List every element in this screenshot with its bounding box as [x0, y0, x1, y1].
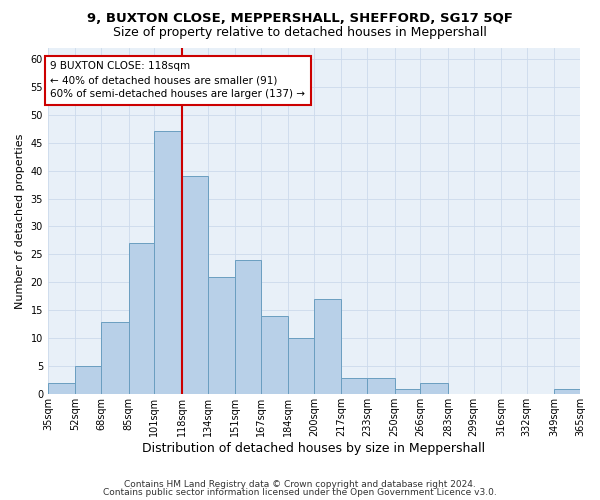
Text: 9, BUXTON CLOSE, MEPPERSHALL, SHEFFORD, SG17 5QF: 9, BUXTON CLOSE, MEPPERSHALL, SHEFFORD, … [87, 12, 513, 26]
Bar [395, 388, 421, 394]
Bar [421, 383, 448, 394]
Bar [182, 176, 208, 394]
Text: 9 BUXTON CLOSE: 118sqm
← 40% of detached houses are smaller (91)
60% of semi-det: 9 BUXTON CLOSE: 118sqm ← 40% of detached… [50, 62, 305, 100]
Text: Contains HM Land Registry data © Crown copyright and database right 2024.: Contains HM Land Registry data © Crown c… [124, 480, 476, 489]
Bar [341, 378, 367, 394]
Bar [288, 338, 314, 394]
Text: Size of property relative to detached houses in Meppershall: Size of property relative to detached ho… [113, 26, 487, 39]
Text: Contains public sector information licensed under the Open Government Licence v3: Contains public sector information licen… [103, 488, 497, 497]
Bar [208, 277, 235, 394]
Bar [76, 366, 101, 394]
Bar [154, 132, 182, 394]
Bar [554, 388, 580, 394]
Bar [48, 383, 76, 394]
Bar [128, 244, 154, 394]
Bar [367, 378, 395, 394]
Bar [261, 316, 288, 394]
Bar [235, 260, 261, 394]
Y-axis label: Number of detached properties: Number of detached properties [15, 133, 25, 308]
Bar [101, 322, 128, 394]
Bar [314, 299, 341, 394]
X-axis label: Distribution of detached houses by size in Meppershall: Distribution of detached houses by size … [142, 442, 485, 455]
